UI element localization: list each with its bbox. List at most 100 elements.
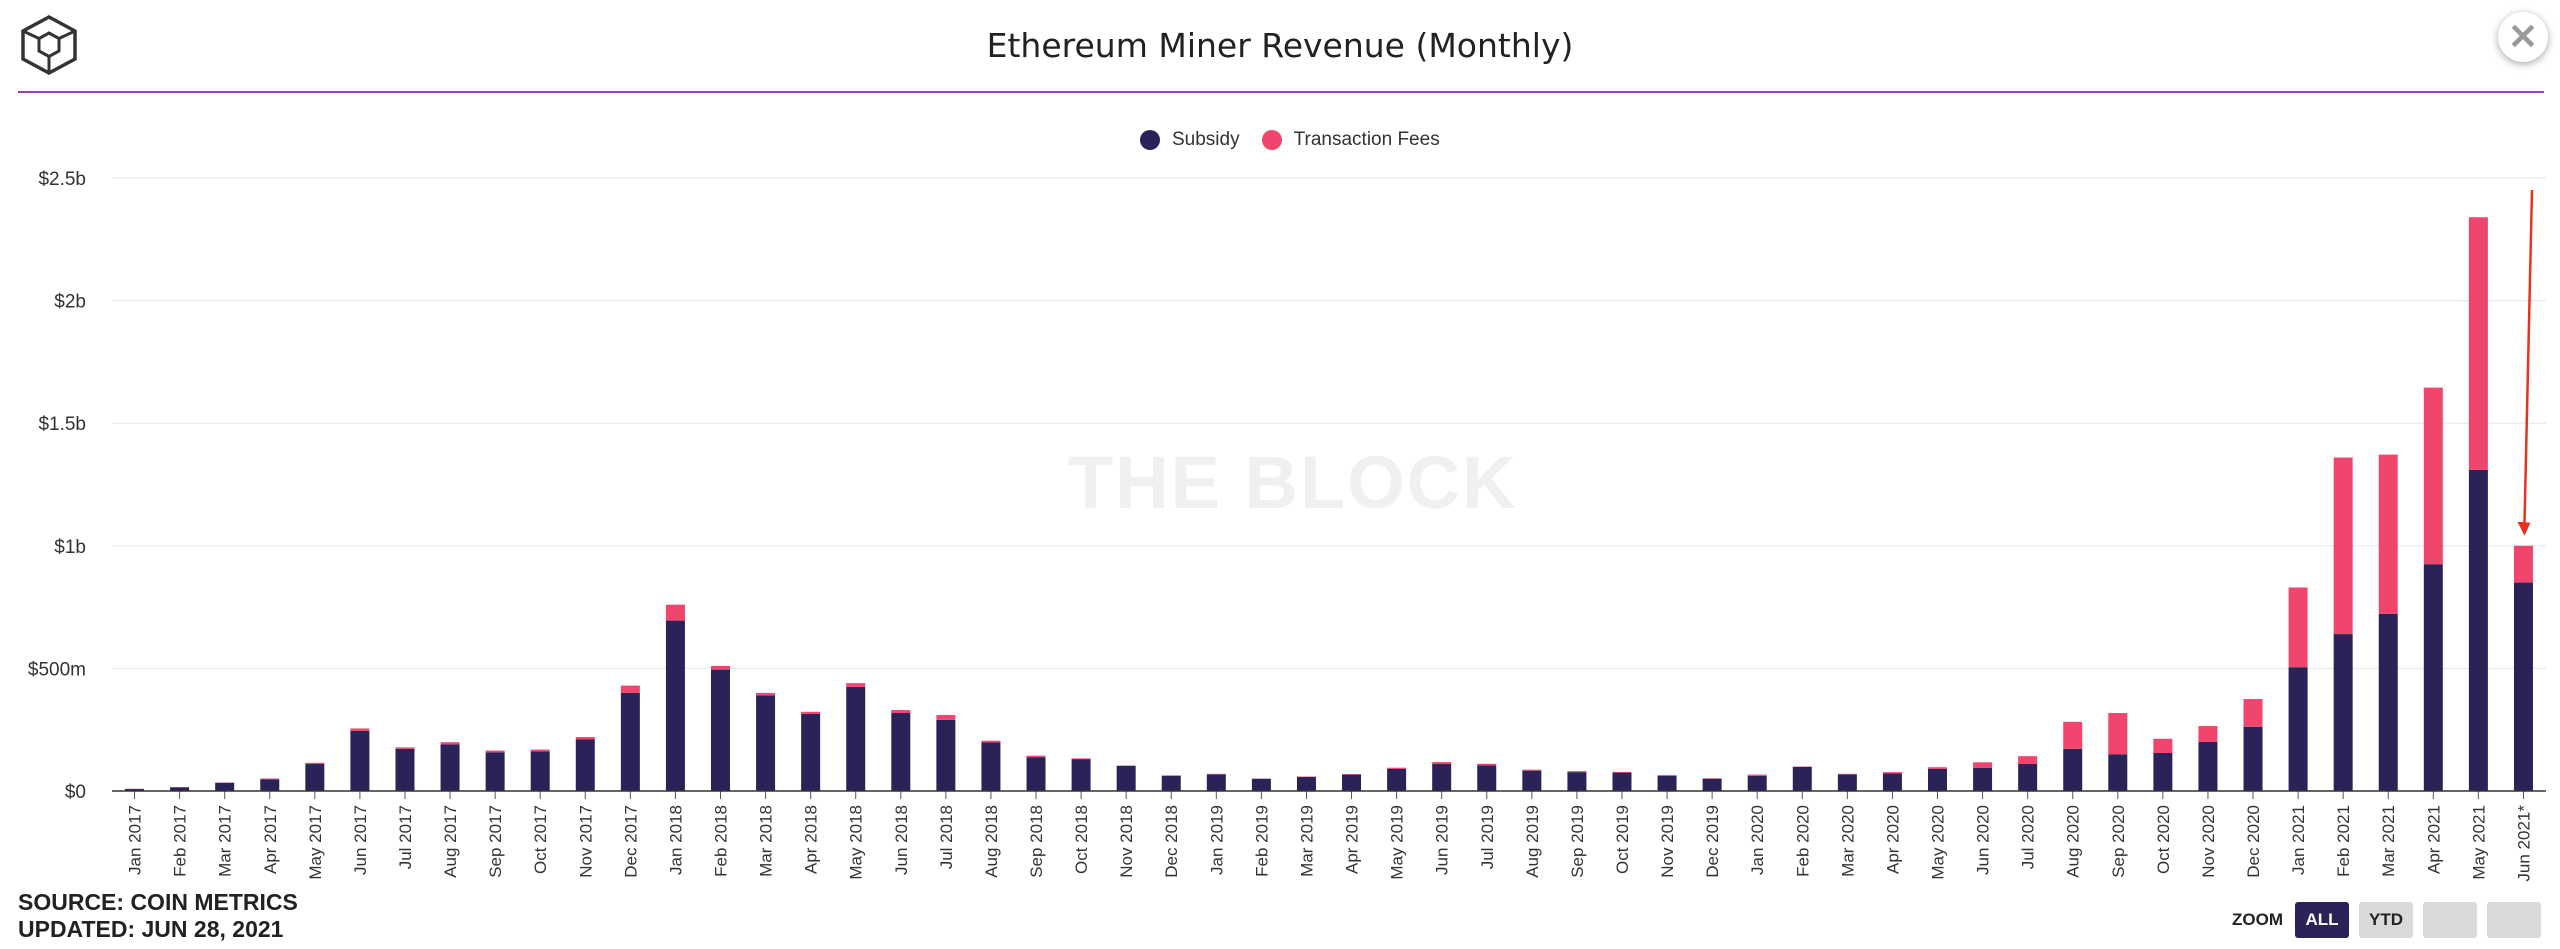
x-tick-label: Apr 2021 bbox=[2424, 805, 2443, 874]
source-note: SOURCE: COIN METRICS UPDATED: JUN 28, 20… bbox=[18, 889, 298, 943]
zoom-button-3[interactable] bbox=[2423, 902, 2477, 938]
bar-fees bbox=[891, 710, 911, 714]
bar-fees bbox=[1928, 767, 1947, 769]
bar-subsidy bbox=[2108, 754, 2128, 791]
bar-subsidy bbox=[846, 686, 866, 791]
bar-subsidy bbox=[1657, 775, 1677, 791]
bar-subsidy bbox=[395, 748, 415, 791]
x-tick-label: Dec 2020 bbox=[2244, 805, 2263, 878]
bar-fees bbox=[440, 742, 460, 745]
bar-subsidy bbox=[936, 719, 956, 791]
x-tick-label: Nov 2020 bbox=[2199, 805, 2218, 878]
bar-subsidy bbox=[575, 739, 595, 791]
bar-fees bbox=[1522, 769, 1542, 771]
bar-subsidy bbox=[1747, 775, 1767, 791]
bar-subsidy bbox=[485, 752, 505, 791]
x-tick-label: Nov 2017 bbox=[576, 805, 595, 878]
bar-fees bbox=[711, 665, 730, 670]
bar-subsidy bbox=[1026, 757, 1046, 791]
x-tick-label: Dec 2018 bbox=[1162, 805, 1181, 878]
x-tick-label: Apr 2019 bbox=[1343, 805, 1362, 874]
bar-subsidy bbox=[1342, 774, 1362, 791]
bar-subsidy bbox=[620, 692, 640, 791]
zoom-button-4[interactable] bbox=[2487, 902, 2541, 938]
bar-fees bbox=[1612, 771, 1632, 773]
x-tick-label: Sep 2019 bbox=[1568, 805, 1587, 878]
bar-fees bbox=[756, 692, 776, 696]
close-icon: ✕ bbox=[2507, 16, 2539, 57]
y-tick-label: $1b bbox=[54, 537, 86, 558]
bar-subsidy bbox=[2423, 564, 2443, 791]
bar-fees bbox=[350, 728, 370, 731]
bar-subsidy bbox=[801, 713, 821, 791]
bar-subsidy bbox=[1522, 770, 1542, 791]
close-button[interactable]: ✕ bbox=[2498, 12, 2548, 62]
x-tick-label: Sep 2018 bbox=[1027, 805, 1046, 878]
annotation-arrow-head bbox=[2517, 521, 2531, 536]
bar-subsidy bbox=[711, 669, 730, 791]
bar-fees bbox=[665, 604, 685, 621]
bar-subsidy bbox=[1071, 759, 1091, 791]
legend-dot-fees bbox=[1261, 130, 1282, 150]
bar-subsidy bbox=[1612, 772, 1632, 791]
bar-subsidy bbox=[2243, 726, 2263, 791]
legend-item-subsidy[interactable]: Subsidy bbox=[1140, 129, 1240, 151]
bar-subsidy bbox=[1116, 765, 1136, 791]
x-tick-label: Jul 2017 bbox=[396, 805, 415, 869]
bar-fees bbox=[530, 749, 550, 752]
x-tick-label: Oct 2019 bbox=[1613, 805, 1632, 874]
zoom-controls: ZOOM ALL YTD bbox=[2232, 902, 2551, 938]
bar-subsidy bbox=[305, 764, 325, 791]
bar-fees bbox=[2063, 721, 2083, 749]
bar-fees bbox=[305, 762, 325, 765]
x-tick-label: Mar 2017 bbox=[216, 805, 235, 877]
bar-subsidy bbox=[2063, 748, 2083, 791]
source-line: SOURCE: COIN METRICS bbox=[18, 889, 298, 915]
bar-fees bbox=[1026, 755, 1046, 758]
zoom-all-button[interactable]: ALL bbox=[2295, 902, 2349, 938]
bar-fees bbox=[2468, 217, 2488, 470]
x-tick-label: Nov 2019 bbox=[1658, 805, 1677, 878]
bar-subsidy bbox=[1928, 768, 1947, 791]
bar-fees bbox=[395, 747, 415, 749]
y-tick-label: $2b bbox=[54, 292, 86, 313]
x-tick-label: Aug 2018 bbox=[982, 805, 1001, 878]
bar-subsidy bbox=[1251, 778, 1271, 791]
zoom-ytd-button[interactable]: YTD bbox=[2359, 902, 2413, 938]
bar-subsidy bbox=[1387, 768, 1407, 791]
the-block-cube-logo-icon bbox=[21, 15, 77, 75]
legend-item-fees[interactable]: Transaction Fees bbox=[1261, 129, 1440, 151]
x-tick-label: Mar 2021 bbox=[2379, 805, 2398, 877]
bar-subsidy bbox=[981, 742, 1001, 791]
bar-fees bbox=[2018, 756, 2038, 765]
bar-subsidy bbox=[1882, 773, 1902, 791]
chart-header: Ethereum Miner Revenue (Monthly) ✕ bbox=[0, 0, 2560, 94]
x-tick-label: Feb 2019 bbox=[1252, 805, 1271, 877]
bar-subsidy bbox=[2198, 741, 2218, 791]
x-tick-label: Jun 2020 bbox=[1974, 805, 1993, 875]
bar-subsidy bbox=[1296, 777, 1316, 791]
x-tick-label: Sep 2017 bbox=[486, 805, 505, 878]
legend-label-subsidy: Subsidy bbox=[1172, 129, 1240, 150]
bar-fees bbox=[1477, 763, 1497, 766]
y-tick-label: $1.5b bbox=[38, 414, 86, 435]
y-tick-label: $0 bbox=[65, 782, 86, 803]
bar-subsidy bbox=[1477, 765, 1497, 791]
x-tick-label: May 2019 bbox=[1388, 805, 1407, 880]
bar-fees bbox=[846, 683, 866, 687]
bar-subsidy bbox=[1792, 766, 1812, 791]
x-tick-label: Feb 2018 bbox=[712, 805, 731, 877]
x-tick-label: May 2020 bbox=[1929, 805, 1948, 880]
bar-subsidy bbox=[1702, 778, 1722, 791]
bar-subsidy bbox=[125, 789, 145, 791]
x-tick-label: Jun 2018 bbox=[892, 805, 911, 875]
bar-subsidy bbox=[1432, 764, 1452, 791]
x-tick-label: Apr 2017 bbox=[261, 805, 280, 874]
bar-subsidy bbox=[2288, 667, 2308, 791]
x-tick-label: Oct 2018 bbox=[1072, 805, 1091, 874]
bar-fees bbox=[485, 750, 505, 753]
bar-subsidy bbox=[440, 744, 460, 791]
bar-subsidy bbox=[350, 730, 370, 791]
bar-fees bbox=[801, 711, 821, 714]
bar-fees bbox=[2333, 457, 2353, 635]
